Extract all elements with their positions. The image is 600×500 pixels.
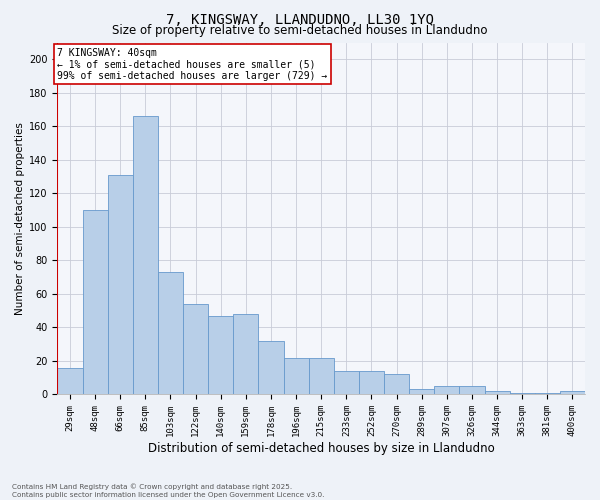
Bar — [308, 358, 334, 395]
Bar — [233, 314, 259, 394]
Y-axis label: Number of semi-detached properties: Number of semi-detached properties — [15, 122, 25, 315]
Bar — [334, 371, 359, 394]
Bar — [460, 386, 485, 394]
Bar — [560, 391, 585, 394]
Bar — [83, 210, 107, 394]
Bar — [509, 393, 535, 394]
Bar — [409, 390, 434, 394]
Bar — [158, 272, 183, 394]
Bar — [485, 391, 509, 394]
Bar — [259, 341, 284, 394]
Bar — [535, 393, 560, 394]
Text: Size of property relative to semi-detached houses in Llandudno: Size of property relative to semi-detach… — [112, 24, 488, 37]
Text: 7 KINGSWAY: 40sqm
← 1% of semi-detached houses are smaller (5)
99% of semi-detac: 7 KINGSWAY: 40sqm ← 1% of semi-detached … — [58, 48, 328, 80]
Bar — [58, 368, 83, 394]
Bar — [107, 175, 133, 394]
Text: Contains HM Land Registry data © Crown copyright and database right 2025.
Contai: Contains HM Land Registry data © Crown c… — [12, 484, 325, 498]
Bar — [384, 374, 409, 394]
Bar — [133, 116, 158, 394]
Bar — [208, 316, 233, 394]
X-axis label: Distribution of semi-detached houses by size in Llandudno: Distribution of semi-detached houses by … — [148, 442, 494, 455]
Bar — [284, 358, 308, 395]
Bar — [434, 386, 460, 394]
Bar — [183, 304, 208, 394]
Text: 7, KINGSWAY, LLANDUDNO, LL30 1YQ: 7, KINGSWAY, LLANDUDNO, LL30 1YQ — [166, 12, 434, 26]
Bar — [359, 371, 384, 394]
